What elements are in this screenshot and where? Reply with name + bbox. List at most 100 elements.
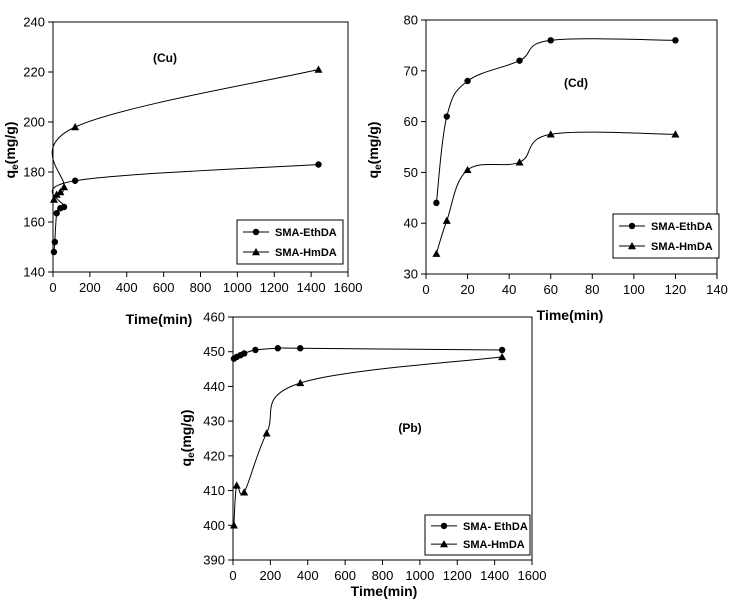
y-axis-title-unit: (mg/g)	[178, 410, 194, 453]
y-tick-label: 140	[23, 265, 45, 280]
legend-label: SMA-EthDA	[651, 221, 713, 233]
data-point	[297, 345, 304, 352]
plot-frame	[425, 19, 718, 275]
legend-label: SMA- EthDA	[463, 521, 528, 533]
legend-box	[236, 219, 344, 265]
x-tick-label: 40	[502, 282, 516, 297]
legend-label: SMA-HmDA	[463, 539, 525, 551]
data-point	[432, 249, 441, 257]
x-tick-label: 120	[665, 282, 687, 297]
series-triangle	[432, 130, 680, 257]
series-triangle	[229, 352, 507, 529]
y-tick-label: 40	[404, 216, 418, 231]
x-tick-label: 0	[422, 282, 429, 297]
panel-label: (Cd)	[564, 76, 588, 90]
legend-marker	[440, 522, 448, 530]
data-point	[232, 481, 241, 489]
legend-box	[424, 514, 531, 556]
y-tick-label: 220	[23, 65, 45, 80]
data-point	[56, 188, 65, 196]
chart-cd: 0 20 40 60 80 100 120 140 30 40 50 60 70 80 Time(min) q…	[365, 13, 728, 324]
data-point	[516, 57, 523, 64]
x-tick-label: 400	[116, 280, 138, 295]
x-tick-label: 1400	[480, 568, 509, 583]
x-tick-label: 1000	[405, 568, 434, 583]
data-point	[672, 37, 679, 44]
data-point	[51, 238, 59, 246]
legend: SMA- EthDA SMA-HmDA	[424, 514, 531, 556]
data-point	[241, 350, 248, 357]
y-axis-title-main: q	[178, 458, 194, 467]
y-axis-title-main: q	[2, 170, 18, 179]
y-axis-title-unit: (mg/g)	[2, 122, 18, 165]
x-tick-label: 20	[460, 282, 474, 297]
legend-marker	[252, 248, 260, 256]
x-tick-label: 0	[229, 568, 236, 583]
data-point	[60, 203, 68, 211]
legend: SMA-EthDA SMA-HmDA	[236, 219, 344, 265]
data-point	[442, 216, 451, 224]
series-circle	[433, 37, 679, 207]
y-axis-title: qe(mg/g)	[2, 122, 21, 179]
data-point	[262, 429, 271, 437]
x-tick-label: 100	[623, 282, 645, 297]
series-circle	[230, 345, 506, 362]
x-tick-label: 200	[260, 568, 282, 583]
data-point	[60, 183, 69, 191]
data-point	[229, 521, 238, 529]
chart-cu: 0 200 400 600 800 1000 1200 1400 1600 140 160 180 20…	[2, 15, 362, 328]
y-tick-label: 420	[203, 448, 225, 463]
legend: SMA-EthDA SMA-HmDA	[612, 213, 720, 259]
legend-label: SMA-HmDA	[275, 247, 337, 259]
legend-marker	[628, 242, 636, 250]
data-point	[252, 346, 259, 354]
series-line	[233, 356, 503, 526]
y-tick-label: 70	[404, 63, 418, 78]
y-tick-label: 200	[23, 115, 45, 130]
x-tick-label: 1600	[518, 568, 547, 583]
y-tick-label: 390	[203, 553, 225, 568]
data-point	[240, 488, 249, 496]
series-line	[435, 38, 676, 203]
y-tick-label: 50	[404, 165, 418, 180]
y-axis-title-main: q	[365, 170, 381, 179]
data-point	[498, 352, 507, 361]
y-axis-title-subscript: e	[186, 452, 197, 458]
x-tick-label: 140	[706, 282, 728, 297]
y-axis-title-unit: (mg/g)	[365, 122, 381, 165]
legend-marker	[628, 222, 636, 230]
legend-marker	[252, 228, 260, 236]
data-point	[463, 165, 472, 174]
x-tick-label: 800	[190, 280, 212, 295]
x-tick-label: 600	[153, 280, 175, 295]
data-point	[546, 130, 555, 138]
x-tick-label: 800	[372, 568, 394, 583]
data-point	[671, 130, 680, 138]
x-tick-label: 1600	[334, 280, 363, 295]
data-point	[315, 161, 322, 168]
y-axis-title: qe(mg/g)	[178, 410, 197, 467]
x-axis-title: Time(min)	[126, 311, 193, 327]
y-tick-label: 400	[203, 518, 225, 533]
data-point	[443, 113, 450, 120]
data-point	[433, 199, 440, 207]
series-line	[51, 69, 319, 200]
data-point	[49, 195, 58, 203]
x-tick-label: 1200	[260, 280, 289, 295]
panel-label: (Pb)	[398, 421, 421, 435]
x-tick-label: 60	[543, 282, 557, 297]
x-axis-title: Time(min)	[351, 583, 418, 599]
y-tick-label: 80	[404, 13, 418, 28]
x-tick-label: 400	[297, 568, 319, 583]
y-tick-label: 180	[23, 165, 45, 180]
data-point	[464, 77, 471, 85]
chart-pb: 0 200 400 600 800 1000 1200 1400 1600 390 400 410 42…	[178, 310, 546, 600]
y-tick-label: 410	[203, 483, 225, 498]
x-tick-label: 0	[49, 280, 56, 295]
x-tick-label: 1400	[297, 280, 326, 295]
x-tick-label: 80	[585, 282, 599, 297]
x-tick-label: 1200	[443, 568, 472, 583]
y-tick-label: 450	[203, 344, 225, 359]
data-point	[71, 123, 80, 131]
